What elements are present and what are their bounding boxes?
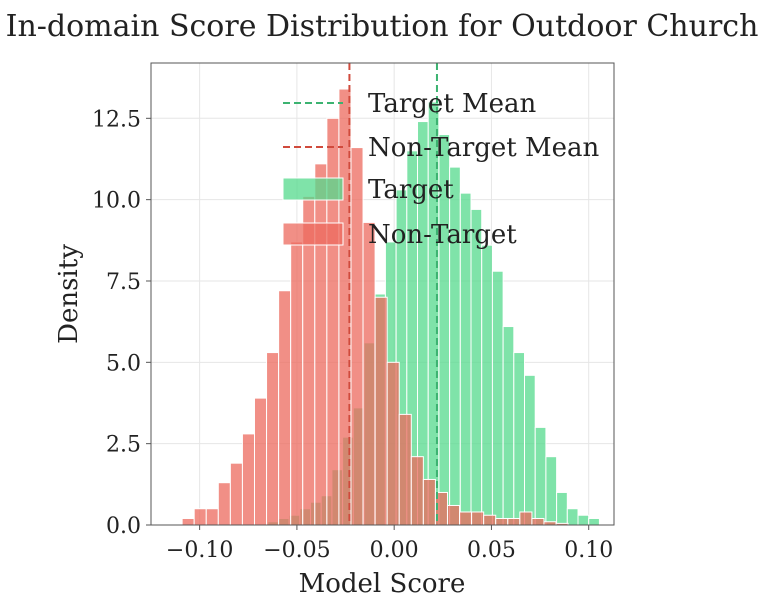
non-target-bar	[217, 482, 231, 526]
non-target-bar	[278, 290, 292, 526]
target-bar	[556, 491, 568, 526]
x-tick-label: 0.00	[370, 538, 419, 563]
non-target-bar	[446, 504, 461, 526]
non-target-bar	[386, 361, 400, 526]
non-target-bar	[374, 296, 388, 526]
legend-non-target-swatch	[282, 222, 344, 246]
y-tick-label: 5.0	[106, 351, 141, 376]
x-tick-label: 0.05	[467, 538, 516, 563]
x-tick-label: −0.10	[166, 538, 233, 563]
non-target-bar	[193, 508, 207, 526]
non-target-bar	[205, 508, 219, 526]
non-target-bar	[290, 241, 304, 526]
non-target-bar	[459, 511, 473, 526]
non-target-bar	[483, 514, 497, 526]
non-target-bar	[241, 433, 255, 526]
legend: Target Mean Non-Target Mean Target Non-Targ…	[282, 89, 600, 250]
legend-target-mean-label: Target Mean	[368, 89, 537, 119]
target-bar	[588, 517, 600, 526]
non-target-bar	[422, 478, 436, 526]
non-target-bar	[229, 462, 243, 526]
mean-lines	[348, 63, 438, 525]
non-target-bar	[398, 413, 412, 526]
target-bar	[577, 514, 590, 526]
non-target-bar	[181, 517, 195, 526]
target-bar	[513, 352, 526, 526]
legend-target-swatch	[282, 177, 344, 201]
y-axis-label: Density	[54, 244, 84, 344]
y-tick-label: 10.0	[92, 189, 141, 214]
y-tick-label: 7.5	[106, 270, 141, 295]
non-target-bar	[302, 195, 316, 526]
non-target-bar	[519, 511, 533, 526]
target-bar	[470, 208, 483, 526]
non-target-bar	[507, 517, 521, 526]
x-axis-label: Model Score	[299, 569, 466, 599]
non-target-bar	[410, 456, 424, 526]
target-bar	[534, 426, 547, 526]
x-tick-label: −0.05	[263, 538, 330, 563]
x-tick-label: 0.10	[564, 538, 613, 563]
y-tick-label: 0.0	[106, 514, 141, 539]
legend-non-target-label: Non-Target	[368, 220, 517, 250]
non-target-bar	[362, 221, 376, 526]
target-bar	[491, 270, 504, 526]
legend-target-label: Target	[368, 175, 454, 205]
target-bar	[524, 374, 536, 526]
target-bar	[545, 456, 558, 526]
plot-frame	[150, 62, 615, 526]
axis-ticks: −0.10 −0.05 0.00 0.05 0.10 0.0 2.5 5.0 7.5 10.0 12…	[92, 107, 613, 563]
non-target-bar	[350, 147, 364, 526]
target-bar	[566, 508, 579, 526]
non-target-bar	[531, 517, 545, 526]
y-tick-label: 12.5	[92, 107, 141, 132]
target-bar	[502, 326, 515, 526]
y-tick-label: 2.5	[106, 433, 141, 458]
non-target-bar	[471, 511, 485, 526]
chart-title: In-domain Score Distribution for Outdoor…	[6, 9, 759, 44]
non-target-bar	[266, 352, 280, 526]
non-target-bar	[314, 163, 328, 526]
target-bar	[481, 244, 493, 526]
non-target-bar	[495, 517, 509, 526]
legend-non-target-mean-label: Non-Target Mean	[368, 133, 600, 163]
non-target-bar	[253, 397, 268, 526]
